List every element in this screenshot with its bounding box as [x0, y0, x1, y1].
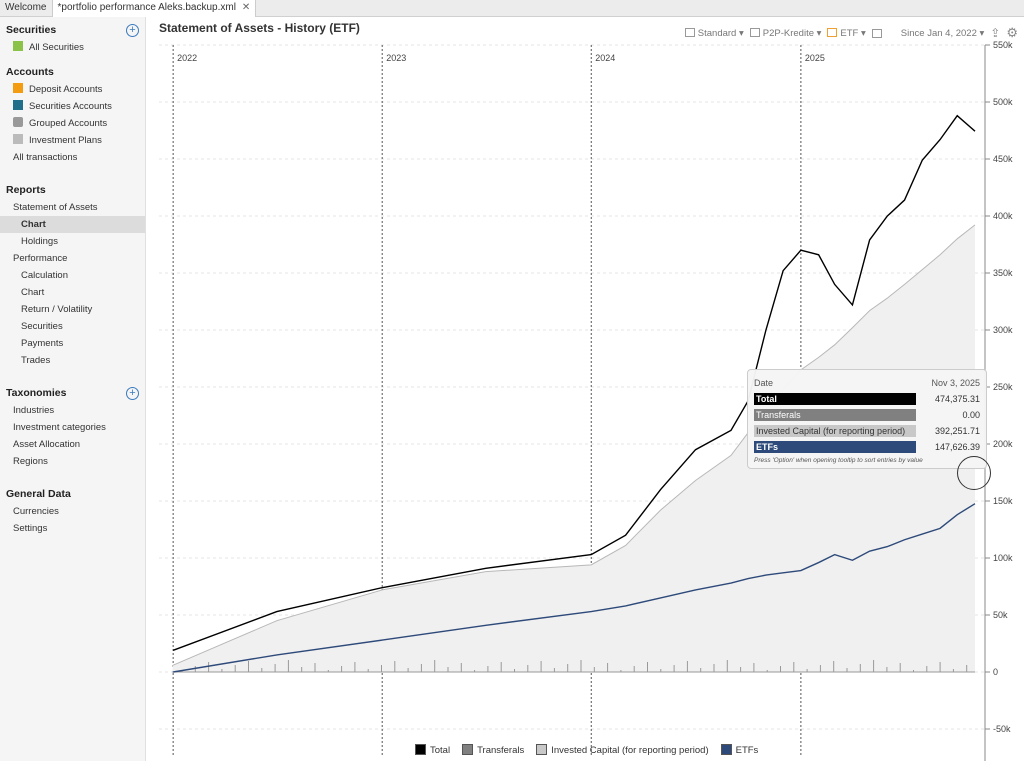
- sidebar-item-trades[interactable]: Trades: [21, 355, 51, 366]
- checkbox-icon: [827, 27, 838, 37]
- legend-transferals[interactable]: Transferals: [462, 744, 524, 756]
- document-icon: [13, 41, 23, 51]
- x-tick-label: 2024: [595, 53, 615, 63]
- legend-total[interactable]: Total: [415, 744, 450, 756]
- sidebar-item-performance-chart[interactable]: Chart: [21, 287, 45, 298]
- export-icon[interactable]: ⇪: [990, 26, 1001, 40]
- chart-tooltip: Date Nov 3, 2025 Total 474,375.31 Transfer…: [747, 369, 987, 469]
- section-securities: Securities +: [0, 22, 145, 39]
- sidebar: Securities + All Securities Accounts Depo…: [0, 17, 146, 761]
- deposit-icon: [13, 83, 23, 93]
- sidebar-item-settings[interactable]: Settings: [13, 523, 48, 534]
- sidebar-item-all-securities[interactable]: All Securities: [0, 39, 145, 56]
- securities-account-icon: [13, 100, 23, 110]
- y-tick-label: 500k: [993, 97, 1013, 107]
- y-tick-label: -50k: [993, 724, 1011, 734]
- y-tick-label: 200k: [993, 439, 1013, 449]
- plan-icon: [13, 134, 23, 144]
- sidebar-item-performance[interactable]: Performance: [13, 253, 68, 264]
- section-taxonomies: Taxonomies +: [0, 385, 145, 402]
- sidebar-item-industries[interactable]: Industries: [13, 405, 55, 416]
- cursor-indicator: [957, 456, 991, 490]
- tab-welcome[interactable]: Welcome: [0, 0, 53, 17]
- tab-portfolio[interactable]: *portfolio performance Aleks.backup.xml ✕: [52, 0, 257, 17]
- add-filter-icon[interactable]: [871, 28, 882, 38]
- checkbox-icon: [749, 27, 760, 37]
- toolbar: Standard ▾ P2P-Kredite ▾ ETF ▾ Since Jan…: [684, 25, 1018, 41]
- x-tick-label: 2023: [386, 53, 406, 63]
- section-reports: Reports: [6, 184, 46, 196]
- sidebar-item-holdings[interactable]: Holdings: [21, 236, 58, 247]
- sidebar-item-regions[interactable]: Regions: [13, 456, 48, 467]
- add-icon[interactable]: +: [126, 387, 139, 400]
- sidebar-item-investment-plans[interactable]: Investment Plans: [0, 132, 145, 149]
- sidebar-item-securities[interactable]: Securities: [21, 321, 63, 332]
- sidebar-item-return-volatility[interactable]: Return / Volatility: [21, 304, 93, 315]
- stack-icon: [13, 117, 23, 127]
- sidebar-item-investment-categories[interactable]: Investment categories: [13, 422, 106, 433]
- period-selector[interactable]: Since Jan 4, 2022 ▾: [900, 27, 985, 39]
- x-tick-label: 2022: [177, 53, 197, 63]
- sidebar-item-calculation[interactable]: Calculation: [21, 270, 68, 281]
- add-icon[interactable]: +: [126, 24, 139, 37]
- y-tick-label: 450k: [993, 154, 1013, 164]
- checkbox-icon: [684, 27, 695, 37]
- y-tick-label: 550k: [993, 40, 1013, 50]
- filter-p2p[interactable]: P2P-Kredite ▾: [749, 27, 821, 39]
- sidebar-item-asset-allocation[interactable]: Asset Allocation: [13, 439, 81, 450]
- y-tick-label: 350k: [993, 268, 1013, 278]
- y-tick-label: 250k: [993, 382, 1013, 392]
- sidebar-item-securities-accounts[interactable]: Securities Accounts: [0, 98, 145, 115]
- tab-bar: Welcome *portfolio performance Aleks.bac…: [0, 0, 1024, 17]
- series-line-etfs: [173, 503, 976, 673]
- sidebar-item-deposit-accounts[interactable]: Deposit Accounts: [0, 81, 145, 98]
- gear-icon[interactable]: ⚙: [1006, 25, 1018, 40]
- x-tick-label: 2025: [805, 53, 825, 63]
- y-tick-label: 150k: [993, 496, 1013, 506]
- legend-etfs[interactable]: ETFs: [720, 744, 758, 756]
- invested-capital-area: [172, 224, 975, 673]
- sidebar-item-statement-of-assets[interactable]: Statement of Assets: [13, 202, 98, 213]
- sidebar-item-all-transactions[interactable]: All transactions: [13, 152, 78, 163]
- filter-etf[interactable]: ETF ▾: [827, 27, 866, 39]
- chart-legend: Total Transferals Invested Capital (for …: [415, 744, 758, 756]
- sidebar-item-currencies[interactable]: Currencies: [13, 506, 59, 517]
- section-accounts: Accounts: [6, 66, 54, 78]
- y-tick-label: 300k: [993, 325, 1013, 335]
- page-title: Statement of Assets - History (ETF): [159, 21, 360, 35]
- y-tick-label: 400k: [993, 211, 1013, 221]
- y-tick-label: 50k: [993, 610, 1008, 620]
- y-tick-label: 0: [993, 667, 998, 677]
- close-icon[interactable]: ✕: [241, 2, 251, 13]
- section-general-data: General Data: [6, 488, 71, 500]
- sidebar-item-chart[interactable]: Chart: [0, 216, 145, 233]
- main-panel: -50k 0 50k 100k 150k 200k 250k 300k 350k 400k 450k…: [147, 17, 1024, 761]
- y-tick-label: 100k: [993, 553, 1013, 563]
- series-line-total: [172, 114, 976, 651]
- filter-standard[interactable]: Standard ▾: [684, 27, 744, 39]
- sidebar-item-payments[interactable]: Payments: [21, 338, 64, 349]
- sidebar-item-grouped-accounts[interactable]: Grouped Accounts: [0, 115, 145, 132]
- legend-invested[interactable]: Invested Capital (for reporting period): [536, 744, 709, 756]
